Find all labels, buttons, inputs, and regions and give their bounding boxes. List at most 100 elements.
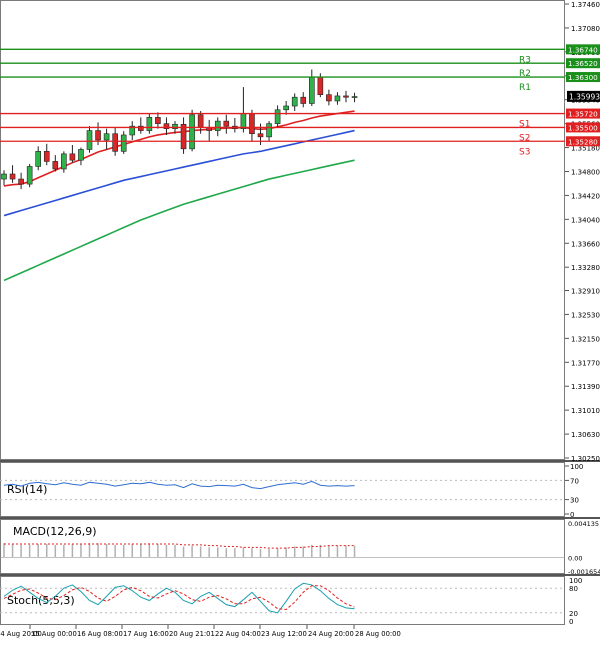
current-price-label: 1.35993: [569, 92, 600, 101]
price-tick-label: 1.31770: [571, 359, 600, 367]
macd-panel-frame: [0, 519, 565, 574]
time-tick-label: 15 Aug 00:00: [31, 630, 77, 638]
stoch-title: Stoch(5,5,3): [7, 594, 75, 607]
macd-signal-line: [4, 543, 355, 549]
candle: [18, 172, 24, 190]
candle-body: [78, 149, 84, 161]
level-price-label: 1.35280: [568, 137, 598, 146]
macd-title: MACD(12,26,9): [13, 525, 97, 538]
candle-body: [197, 114, 204, 128]
price-tick-label: 1.33280: [571, 264, 600, 272]
candle: [343, 90, 349, 103]
candle-body: [103, 133, 110, 141]
candle: [129, 121, 136, 141]
candle: [334, 92, 341, 105]
candle-body: [163, 123, 170, 129]
candle: [291, 93, 298, 112]
candle: [240, 87, 247, 133]
candle-body: [257, 133, 264, 138]
stoch-tick-label: 20: [569, 610, 578, 618]
time-tick-label: 16 Aug 08:00: [77, 630, 123, 638]
panel-separators[interactable]: [0, 460, 600, 576]
time-tick-label: 22 Aug 04:00: [215, 630, 261, 638]
candle-body: [61, 153, 67, 170]
price-tick-label: 1.32150: [571, 335, 600, 343]
candle: [274, 105, 281, 128]
candle: [43, 143, 50, 166]
candle-body: [266, 123, 272, 138]
candle-body: [43, 151, 50, 162]
candle: [249, 109, 255, 142]
level-price-label: 1.35500: [568, 123, 598, 132]
level-price-label: 1.35720: [568, 110, 598, 119]
level-name-s3: S3: [519, 147, 530, 157]
candle: [163, 117, 170, 135]
level-price-tag: [566, 136, 600, 147]
candle: [69, 145, 76, 163]
candle-body: [95, 130, 101, 141]
macd-panel: MACD(12,26,9) 0.004135 0.00 -0.001654: [0, 520, 600, 576]
time-tick-label: 20 Aug 21:01: [169, 630, 215, 638]
rsi-tick-label: 0: [570, 511, 574, 519]
rsi-tick-label: 70: [570, 477, 579, 485]
candle-body: [52, 161, 59, 170]
candle: [308, 69, 315, 107]
candle: [351, 92, 358, 103]
stoch-panel-frame: [0, 576, 565, 625]
stoch-tick-label: 0: [569, 618, 573, 626]
candle: [78, 147, 84, 166]
rsi-title: RSI(14): [7, 483, 47, 496]
candle-body: [1, 173, 7, 180]
price-tick-label: 1.30250: [571, 455, 600, 463]
level-name-s1: S1: [519, 120, 530, 130]
rsi-tick-label: 30: [570, 497, 579, 505]
candle-body: [343, 95, 349, 98]
price-tick-label: 1.31390: [571, 383, 600, 391]
candle: [35, 146, 42, 171]
candle-body: [274, 109, 281, 124]
candle-body: [334, 95, 341, 102]
price-tick-label: 1.34800: [571, 168, 600, 176]
level-name-s2: S2: [519, 133, 530, 143]
candle: [283, 100, 289, 115]
stoch-tick-label: 100: [569, 577, 582, 585]
stoch-main-line: [3, 582, 355, 614]
candle-body: [172, 123, 178, 129]
rsi-panel-frame: [0, 462, 565, 517]
candle-body: [155, 117, 161, 124]
level-price-tag: [566, 122, 600, 133]
candle: [300, 92, 307, 108]
candle: [138, 117, 144, 134]
candle: [189, 109, 195, 152]
support-resistance-levels: R3 1.36740 R2 1.36520 R1 1.36300 S1 1.35720 S2 1.…: [0, 44, 600, 157]
candle: [266, 121, 272, 142]
candle-body: [317, 76, 324, 95]
candle: [9, 165, 16, 183]
rsi-tick-label: 100: [570, 463, 583, 471]
candle-body: [308, 76, 315, 104]
price-tick-label: 1.33660: [571, 240, 600, 248]
candle: [206, 119, 212, 142]
price-tick-label: 1.37460: [571, 1, 600, 9]
candle-body: [146, 117, 153, 131]
candle-body: [138, 125, 144, 131]
macd-tick-label: -0.001654: [568, 568, 600, 576]
level-price-tag: [566, 58, 600, 69]
candle: [326, 89, 332, 106]
candle-body: [129, 125, 136, 136]
time-tick-label: 23 Aug 12:00: [261, 630, 307, 638]
level-name-r3: R3: [519, 55, 531, 65]
candle: [155, 112, 161, 129]
candle: [232, 117, 238, 133]
candle-body: [35, 151, 42, 167]
stoch-tick-label: 80: [569, 585, 578, 593]
price-tick-label: 1.35180: [571, 145, 600, 153]
level-price-label: 1.36740: [568, 45, 598, 54]
price-tick-label: 1.37080: [571, 25, 600, 33]
time-tick-label: 24 Aug 20:00: [308, 630, 354, 638]
candle-body: [291, 96, 298, 107]
candle-body: [283, 105, 289, 111]
